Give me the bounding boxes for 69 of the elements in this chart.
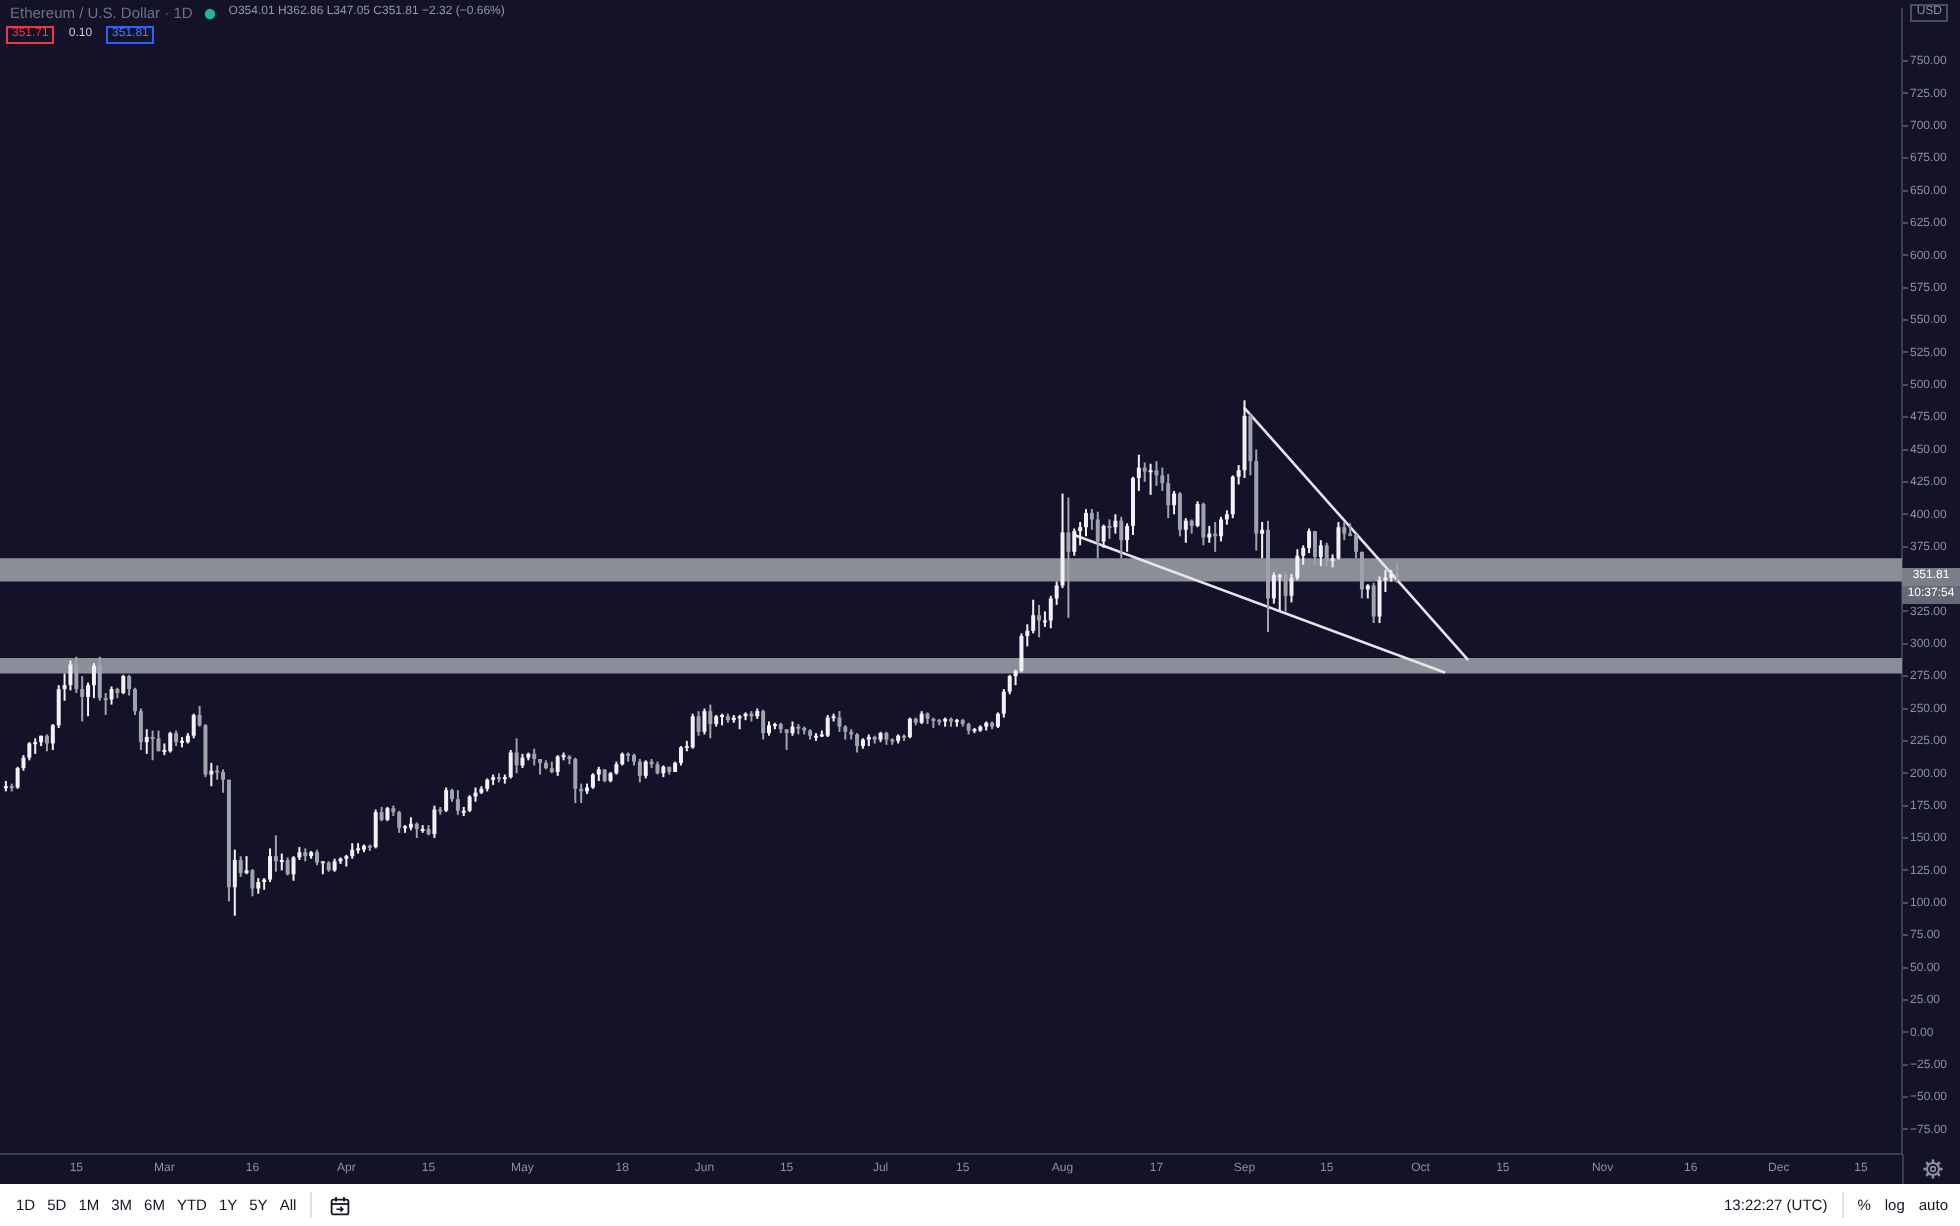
candlestick	[1377, 575, 1382, 625]
candlestick	[1277, 572, 1282, 613]
candlestick	[1324, 541, 1329, 568]
candlestick	[1183, 517, 1188, 544]
candlestick	[268, 847, 273, 884]
candlestick	[1172, 489, 1177, 516]
candlestick	[273, 834, 278, 873]
candlestick	[855, 732, 860, 754]
candlestick	[690, 712, 695, 750]
candlestick	[1072, 527, 1077, 557]
candlestick	[291, 855, 296, 882]
candlestick	[1219, 515, 1224, 543]
candlestick	[1166, 473, 1171, 520]
candlestick	[238, 855, 243, 878]
candlestick	[432, 804, 437, 840]
candlestick	[1107, 518, 1112, 540]
candlestick	[784, 728, 789, 751]
candlestick	[250, 868, 255, 898]
candlestick	[1119, 515, 1124, 560]
candlestick	[514, 737, 519, 775]
candlestick	[555, 754, 560, 777]
candlestick	[1371, 581, 1376, 625]
candlestick	[1084, 508, 1089, 538]
candlestick	[1113, 513, 1118, 535]
candlestick	[373, 808, 378, 850]
candlestick	[285, 856, 290, 877]
candlestick	[1342, 521, 1347, 542]
candlestick	[1101, 523, 1106, 549]
candlestick	[33, 737, 38, 755]
candlestick	[150, 729, 155, 762]
candlestick	[1318, 539, 1323, 568]
candlestick	[678, 745, 683, 767]
candlestick	[1148, 462, 1153, 496]
candlestick	[573, 756, 578, 805]
candlestick	[444, 786, 449, 814]
candlestick	[643, 759, 648, 780]
candlestick	[244, 855, 249, 876]
candlestick	[761, 708, 766, 741]
candlestick	[1066, 496, 1071, 619]
candlestick	[1095, 510, 1100, 560]
candlestick	[1201, 501, 1206, 547]
candlestick	[121, 673, 126, 696]
candlestick	[1271, 571, 1276, 605]
candlestick	[907, 716, 912, 740]
candlestick	[1395, 561, 1400, 584]
candlestick	[144, 728, 149, 755]
candlestick	[232, 848, 237, 917]
candlestick	[209, 761, 214, 788]
candlestick	[702, 707, 707, 736]
candlestick	[825, 713, 830, 738]
candlestick	[637, 758, 642, 784]
candlestick	[455, 789, 460, 816]
candlestick	[1336, 521, 1341, 561]
candlestick	[1037, 603, 1042, 639]
candlestick	[1195, 500, 1200, 529]
candlestick	[168, 730, 173, 754]
candlestick	[191, 712, 196, 740]
candlestick	[1312, 530, 1317, 566]
candlestick	[1142, 461, 1147, 483]
candlestick	[696, 710, 701, 737]
candlestick	[1154, 460, 1159, 487]
candlestick	[1260, 521, 1265, 560]
candlestick	[1283, 571, 1288, 613]
candlestick	[508, 748, 513, 780]
candlestick	[109, 685, 114, 706]
candlestick	[397, 809, 402, 834]
candlestick	[1177, 491, 1182, 538]
candlestick	[708, 703, 713, 740]
candlestick	[837, 710, 842, 733]
